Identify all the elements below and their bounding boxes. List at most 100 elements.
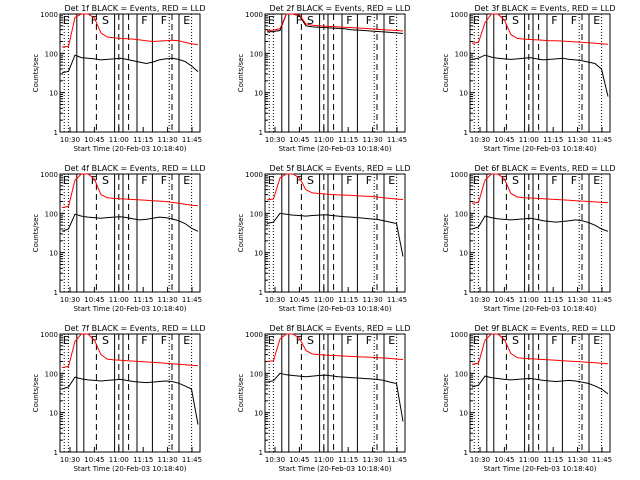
panel-title: Det 1f BLACK = Events, RED = LLD — [64, 4, 205, 13]
x-tick-label: 11:15 — [133, 456, 153, 464]
region-marker: F — [161, 334, 167, 347]
panel-det-5: Det 5f BLACK = Events, RED = LLD 1 10 100 10… — [237, 164, 411, 313]
x-axis-label: Start Time (20-Feb-03 10:18:40) — [278, 465, 391, 473]
y-axis-label: Counts/sec — [237, 54, 245, 93]
region-marker: F — [141, 334, 147, 347]
y-tick-label: 100 — [45, 210, 58, 218]
panel-det-4: Det 4f BLACK = Events, RED = LLD 1 10 100 10… — [32, 164, 206, 313]
x-tick-label: 11:00 — [314, 456, 334, 464]
region-marker: E — [593, 14, 600, 27]
x-tick-label: 11:15 — [543, 456, 563, 464]
y-tick-label: 1 — [464, 449, 468, 457]
x-tick-label: 10:30 — [470, 136, 490, 144]
panel-det-7: Det 7f BLACK = Events, RED = LLD 1 10 100 10… — [32, 324, 206, 473]
events-series-line — [61, 213, 199, 232]
y-tick-label: 1 — [259, 129, 263, 137]
region-marker: E — [473, 334, 480, 347]
region-marker: F — [161, 14, 167, 27]
region-marker: F — [571, 14, 577, 27]
x-tick-label: 10:45 — [84, 136, 104, 144]
x-axis-label: Start Time (20-Feb-03 10:18:40) — [483, 465, 596, 473]
region-marker: F — [91, 334, 97, 347]
y-tick-label: 1 — [259, 289, 263, 297]
region-marker: S — [307, 334, 314, 347]
x-tick-label: 11:15 — [338, 136, 358, 144]
region-marker: S — [307, 14, 314, 27]
y-tick-label: 1000 — [40, 171, 58, 179]
y-tick-label: 1000 — [450, 11, 468, 19]
y-axis-label: Counts/sec — [442, 374, 450, 413]
x-tick-label: 10:30 — [60, 136, 80, 144]
x-tick-label: 11:30 — [568, 456, 588, 464]
panel-det-2: Det 2f BLACK = Events, RED = LLD 1 10 100 10… — [237, 4, 411, 153]
region-marker: S — [307, 174, 314, 187]
events-series-line — [266, 212, 404, 257]
x-tick-label: 11:30 — [363, 456, 383, 464]
y-tick-label: 100 — [250, 370, 263, 378]
events-series-line — [471, 215, 609, 232]
x-tick-label: 10:45 — [494, 296, 514, 304]
lld-series-line — [471, 13, 609, 45]
y-tick-label: 100 — [45, 50, 58, 58]
x-tick-label: 11:45 — [387, 456, 407, 464]
x-tick-label: 11:45 — [182, 456, 202, 464]
y-axis-label: Counts/sec — [32, 214, 40, 253]
region-marker: F — [571, 334, 577, 347]
x-tick-label: 11:30 — [158, 296, 178, 304]
region-marker: F — [366, 14, 372, 27]
x-tick-label: 11:30 — [158, 136, 178, 144]
x-tick-label: 10:45 — [84, 456, 104, 464]
region-marker: E — [473, 174, 480, 187]
y-axis-label: Counts/sec — [442, 54, 450, 93]
y-tick-label: 10 — [49, 90, 58, 98]
events-series-line — [471, 375, 609, 395]
x-axis-label: Start Time (20-Feb-03 10:18:40) — [483, 305, 596, 313]
x-tick-label: 10:30 — [265, 136, 285, 144]
x-axis-label: Start Time (20-Feb-03 10:18:40) — [73, 145, 186, 153]
region-marker: F — [551, 334, 557, 347]
region-marker: E — [268, 334, 275, 347]
y-tick-label: 100 — [455, 370, 468, 378]
events-series-line — [266, 372, 404, 422]
region-marker: F — [551, 14, 557, 27]
lld-series-line — [266, 333, 404, 362]
x-tick-label: 10:45 — [494, 456, 514, 464]
x-tick-label: 11:15 — [338, 456, 358, 464]
panel-title: Det 4f BLACK = Events, RED = LLD — [64, 164, 205, 173]
x-tick-label: 11:15 — [133, 296, 153, 304]
x-tick-label: 11:00 — [519, 136, 539, 144]
y-tick-label: 1000 — [245, 171, 263, 179]
region-marker: E — [593, 174, 600, 187]
y-tick-label: 1 — [259, 449, 263, 457]
region-marker: S — [512, 14, 519, 27]
x-axis-label: Start Time (20-Feb-03 10:18:40) — [73, 305, 186, 313]
y-tick-label: 100 — [455, 210, 468, 218]
y-tick-label: 1000 — [245, 331, 263, 339]
y-tick-label: 1 — [464, 129, 468, 137]
region-marker: E — [388, 334, 395, 347]
y-tick-label: 10 — [459, 90, 468, 98]
x-tick-label: 11:30 — [568, 296, 588, 304]
x-tick-label: 11:00 — [519, 296, 539, 304]
region-marker: F — [366, 174, 372, 187]
region-marker: F — [346, 334, 352, 347]
panel-title: Det 5f BLACK = Events, RED = LLD — [269, 164, 410, 173]
x-tick-label: 11:45 — [592, 456, 612, 464]
x-tick-label: 11:00 — [314, 296, 334, 304]
y-axis-label: Counts/sec — [237, 214, 245, 253]
region-marker: S — [102, 334, 109, 347]
region-marker: F — [571, 174, 577, 187]
region-marker: E — [268, 174, 275, 187]
y-axis-label: Counts/sec — [237, 374, 245, 413]
plot-frame — [264, 333, 406, 453]
y-tick-label: 10 — [49, 250, 58, 258]
x-tick-label: 11:00 — [314, 136, 334, 144]
y-axis-label: Counts/sec — [32, 54, 40, 93]
y-tick-label: 10 — [254, 410, 263, 418]
region-marker: E — [63, 334, 70, 347]
plot-frame — [264, 173, 406, 293]
plot-frame — [264, 13, 406, 133]
region-marker: E — [268, 14, 275, 27]
events-series-line — [471, 54, 609, 97]
